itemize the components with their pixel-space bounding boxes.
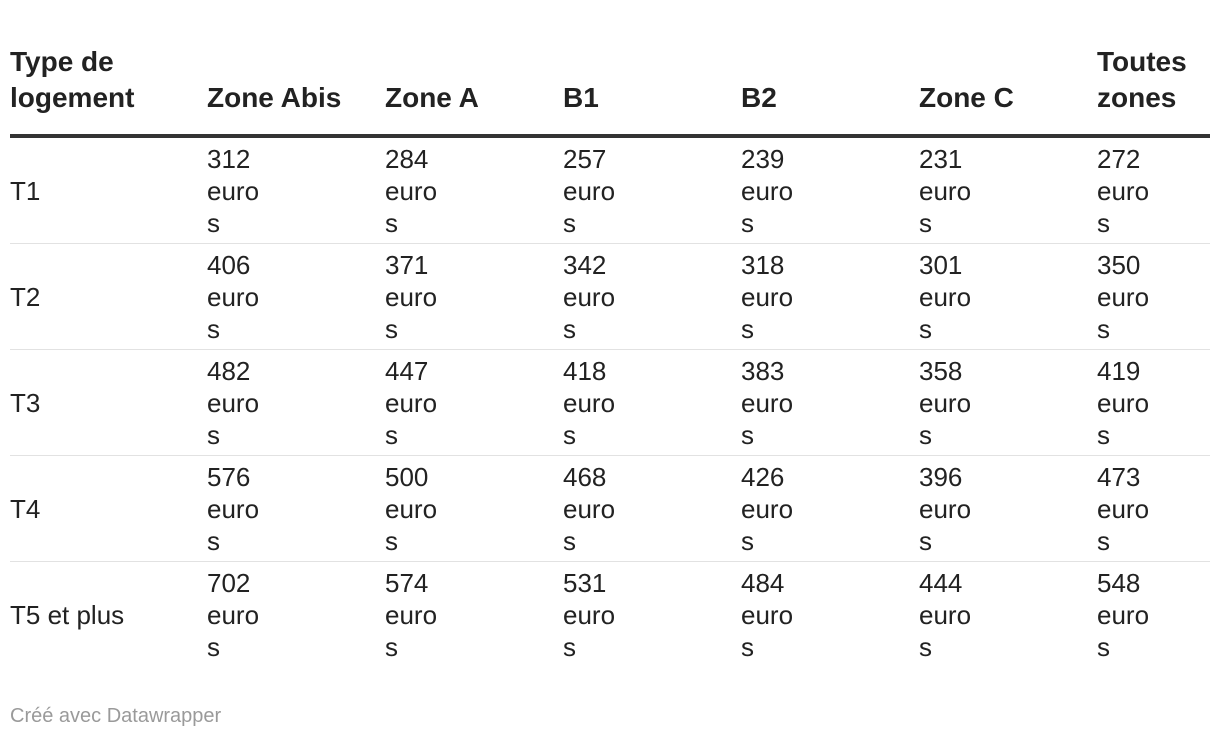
- cell-value: 531 euros: [563, 567, 616, 662]
- cell-value: 257 euros: [563, 143, 616, 238]
- cell-value: 239 euros: [741, 143, 794, 238]
- table-cell: 396 euros: [919, 455, 1097, 562]
- table-cell: 301 euros: [919, 243, 1097, 350]
- table-cell: 473 euros: [1097, 455, 1210, 562]
- column-header-toutes-zones[interactable]: Toutes zones: [1097, 44, 1210, 138]
- cell-value: 574 euros: [385, 567, 438, 662]
- table-cell: 574 euros: [385, 562, 563, 668]
- table-cell: 358 euros: [919, 349, 1097, 456]
- cell-value: 482 euros: [207, 355, 260, 450]
- cell-value: 342 euros: [563, 249, 616, 344]
- table-cell: 418 euros: [563, 349, 741, 456]
- data-table-container: Type de logement Zone Abis Zone A B1 B2 …: [10, 44, 1210, 667]
- cell-value: 576 euros: [207, 461, 260, 556]
- cell-value: 358 euros: [919, 355, 972, 450]
- table-cell: 239 euros: [741, 136, 919, 244]
- table-cell: 576 euros: [207, 455, 385, 562]
- cell-value: 383 euros: [741, 355, 794, 450]
- table-cell: 342 euros: [563, 243, 741, 350]
- table-row: T1 312 euros 284 euros 257 euros 239 eur…: [10, 136, 1210, 244]
- cell-value: 371 euros: [385, 249, 438, 344]
- table-cell: 284 euros: [385, 136, 563, 244]
- cell-value: 301 euros: [919, 249, 972, 344]
- table-cell: 444 euros: [919, 562, 1097, 668]
- cell-value: 272 euros: [1097, 143, 1150, 238]
- row-label: T4: [10, 455, 207, 562]
- cell-value: 312 euros: [207, 143, 260, 238]
- table-row: T2 406 euros 371 euros 342 euros 318 eur…: [10, 243, 1210, 350]
- table-body: T1 312 euros 284 euros 257 euros 239 eur…: [10, 136, 1210, 667]
- table-cell: 383 euros: [741, 349, 919, 456]
- table-cell: 406 euros: [207, 243, 385, 350]
- cell-value: 500 euros: [385, 461, 438, 556]
- row-label: T3: [10, 349, 207, 456]
- table-cell: 548 euros: [1097, 562, 1210, 668]
- row-label: T2: [10, 243, 207, 350]
- table-cell: 468 euros: [563, 455, 741, 562]
- cell-value: 426 euros: [741, 461, 794, 556]
- table-row: T5 et plus 702 euros 574 euros 531 euros…: [10, 562, 1210, 668]
- table-cell: 419 euros: [1097, 349, 1210, 456]
- cell-value: 484 euros: [741, 567, 794, 662]
- column-header-b2[interactable]: B2: [741, 44, 919, 138]
- cell-value: 318 euros: [741, 249, 794, 344]
- cell-value: 396 euros: [919, 461, 972, 556]
- table-cell: 702 euros: [207, 562, 385, 668]
- cell-value: 468 euros: [563, 461, 616, 556]
- table-cell: 371 euros: [385, 243, 563, 350]
- table-cell: 350 euros: [1097, 243, 1210, 350]
- column-header-type-de-logement[interactable]: Type de logement: [10, 44, 207, 138]
- table-cell: 231 euros: [919, 136, 1097, 244]
- table-cell: 484 euros: [741, 562, 919, 668]
- table-row: T3 482 euros 447 euros 418 euros 383 eur…: [10, 349, 1210, 456]
- table-row: T4 576 euros 500 euros 468 euros 426 eur…: [10, 455, 1210, 562]
- table-cell: 312 euros: [207, 136, 385, 244]
- cell-value: 418 euros: [563, 355, 616, 450]
- column-header-zone-abis[interactable]: Zone Abis: [207, 44, 385, 138]
- table-cell: 257 euros: [563, 136, 741, 244]
- row-label: T5 et plus: [10, 599, 125, 630]
- cell-value: 419 euros: [1097, 355, 1150, 450]
- table-cell: 318 euros: [741, 243, 919, 350]
- table-cell: 447 euros: [385, 349, 563, 456]
- column-header-b1[interactable]: B1: [563, 44, 741, 138]
- footer-credit: Créé avec Datawrapper: [10, 705, 222, 727]
- cell-value: 702 euros: [207, 567, 260, 662]
- rent-table: Type de logement Zone Abis Zone A B1 B2 …: [10, 44, 1210, 667]
- table-header: Type de logement Zone Abis Zone A B1 B2 …: [10, 44, 1210, 138]
- table-cell: 482 euros: [207, 349, 385, 456]
- cell-value: 231 euros: [919, 143, 972, 238]
- cell-value: 350 euros: [1097, 249, 1150, 344]
- table-cell: 531 euros: [563, 562, 741, 668]
- cell-value: 447 euros: [385, 355, 438, 450]
- cell-value: 548 euros: [1097, 567, 1150, 662]
- cell-value: 444 euros: [919, 567, 972, 662]
- column-header-zone-a[interactable]: Zone A: [385, 44, 563, 138]
- table-cell: 426 euros: [741, 455, 919, 562]
- header-row: Type de logement Zone Abis Zone A B1 B2 …: [10, 44, 1210, 138]
- row-label: T1: [10, 136, 207, 244]
- column-header-zone-c[interactable]: Zone C: [919, 44, 1097, 138]
- table-cell: 272 euros: [1097, 136, 1210, 244]
- cell-value: 284 euros: [385, 143, 438, 238]
- table-cell: 500 euros: [385, 455, 563, 562]
- cell-value: 406 euros: [207, 249, 260, 344]
- cell-value: 473 euros: [1097, 461, 1150, 556]
